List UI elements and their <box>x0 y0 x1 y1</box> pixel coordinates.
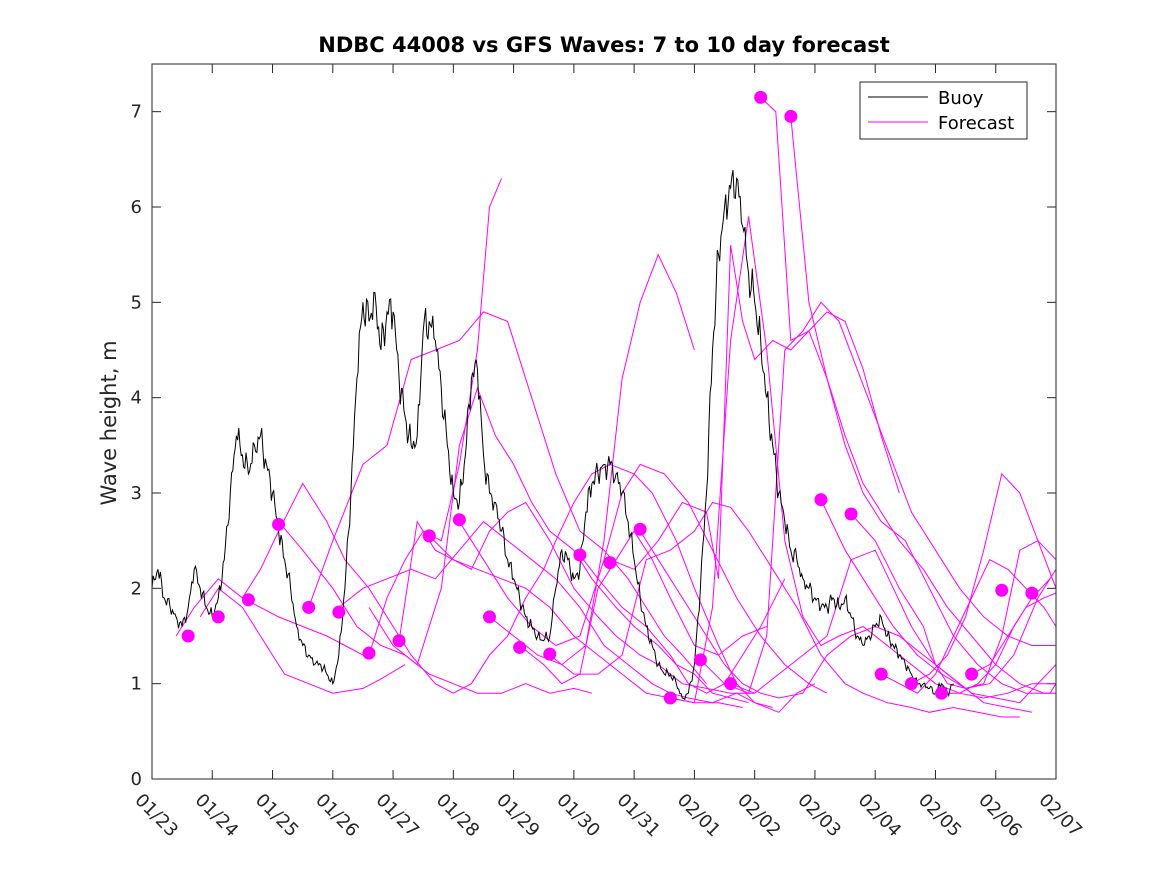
forecast-line-10 <box>458 463 828 694</box>
legend-box <box>859 81 1028 140</box>
forecast-line-16 <box>639 530 1056 704</box>
forecast-line-17 <box>670 216 1056 704</box>
forecast-line-27 <box>971 592 1056 675</box>
x-tick-label: 02/03 <box>793 790 845 842</box>
buoy-line <box>152 170 954 701</box>
x-tick-label: 01/28 <box>432 790 484 842</box>
forecast-marker <box>573 548 587 562</box>
forecast-marker <box>392 634 406 648</box>
forecast-line-0 <box>175 578 364 656</box>
forecast-marker <box>693 653 707 667</box>
forecast-marker <box>995 583 1009 597</box>
x-tick-label: 01/29 <box>492 790 544 842</box>
forecast-marker <box>603 556 617 570</box>
forecast-line-14 <box>579 554 786 694</box>
forecast-line-8 <box>398 501 755 694</box>
x-tick-label: 02/07 <box>1034 790 1086 842</box>
x-tick-label: 02/01 <box>673 790 725 842</box>
x-tick-label: 02/05 <box>914 790 966 842</box>
chart-title: NDBC 44008 vs GFS Waves: 7 to 10 day for… <box>318 33 889 57</box>
x-tick-label: 01/25 <box>251 790 303 842</box>
forecast-marker <box>633 522 647 536</box>
forecast-marker <box>513 640 527 654</box>
forecast-marker <box>874 667 888 681</box>
forecast-line-21 <box>790 116 1056 694</box>
forecast-marker <box>965 667 979 681</box>
plot-frame <box>151 63 1057 780</box>
y-axis-label: Wave height, m <box>97 340 121 505</box>
y-tick-label: 7 <box>131 102 142 123</box>
x-tick-label: 01/26 <box>311 790 363 842</box>
forecast-marker <box>784 109 798 123</box>
forecast-line-7 <box>368 178 502 656</box>
legend-forecast-label: Forecast <box>938 113 1014 134</box>
y-tick-label: 2 <box>131 578 142 599</box>
forecast-line-23 <box>850 513 1056 689</box>
y-axis: 0 1 2 3 4 5 6 7 <box>131 102 1056 790</box>
forecast-marker <box>211 610 225 624</box>
x-axis: 01/23 01/24 01/25 01/26 01/27 01/28 01/29 01/30… <box>130 64 1086 841</box>
forecast-line-25 <box>911 472 1056 685</box>
forecast-marker <box>241 593 255 607</box>
forecast-line-15 <box>609 245 900 579</box>
forecast-line-19 <box>730 549 1032 713</box>
forecast-series-group <box>175 97 1056 718</box>
forecast-marker <box>272 517 286 531</box>
forecast-marker <box>663 691 677 705</box>
forecast-marker <box>543 647 557 661</box>
y-tick-label: 3 <box>131 483 142 504</box>
forecast-marker <box>904 677 918 691</box>
forecast-line-11 <box>489 253 695 666</box>
y-tick-label: 6 <box>131 197 142 218</box>
y-tick-label: 4 <box>131 388 142 409</box>
x-tick-label: 02/06 <box>974 790 1026 842</box>
x-tick-label: 02/04 <box>854 790 906 842</box>
forecast-line-3 <box>278 521 593 694</box>
forecast-marker <box>181 629 195 643</box>
y-tick-label: 1 <box>131 674 142 695</box>
legend: Buoy Forecast <box>859 81 1028 140</box>
x-tick-label: 02/02 <box>733 790 785 842</box>
forecast-marker <box>422 529 436 543</box>
forecast-marker <box>482 610 496 624</box>
forecast-line-20 <box>760 97 1056 694</box>
legend-buoy-label: Buoy <box>938 88 984 109</box>
x-tick-label: 01/27 <box>372 790 424 842</box>
x-tick-label: 01/24 <box>191 790 243 842</box>
forecast-marker <box>452 513 466 527</box>
forecast-marker <box>814 493 828 507</box>
forecast-marker <box>724 677 738 691</box>
forecast-line-1 <box>199 587 406 694</box>
forecast-marker <box>302 600 316 614</box>
forecast-line-18 <box>700 301 1056 694</box>
forecast-marker <box>844 507 858 521</box>
forecast-marker <box>332 605 346 619</box>
buoy-series-group <box>152 170 954 701</box>
forecast-markers-group <box>181 90 1039 705</box>
forecast-line-6 <box>368 386 749 704</box>
x-tick-label: 01/23 <box>130 790 182 842</box>
x-tick-label: 01/30 <box>552 790 604 842</box>
forecast-line-9 <box>428 535 743 708</box>
forecast-marker <box>754 90 768 104</box>
forecast-marker <box>362 646 376 660</box>
y-tick-label: 5 <box>131 292 142 313</box>
forecast-marker <box>934 686 948 700</box>
y-tick-label: 0 <box>131 769 142 790</box>
forecast-line-2 <box>241 463 816 713</box>
forecast-line-4 <box>308 311 707 685</box>
x-tick-label: 01/31 <box>613 790 665 842</box>
forecast-marker <box>1025 586 1039 600</box>
forecast-line-5 <box>338 520 773 708</box>
forecast-line-13 <box>549 501 1020 718</box>
